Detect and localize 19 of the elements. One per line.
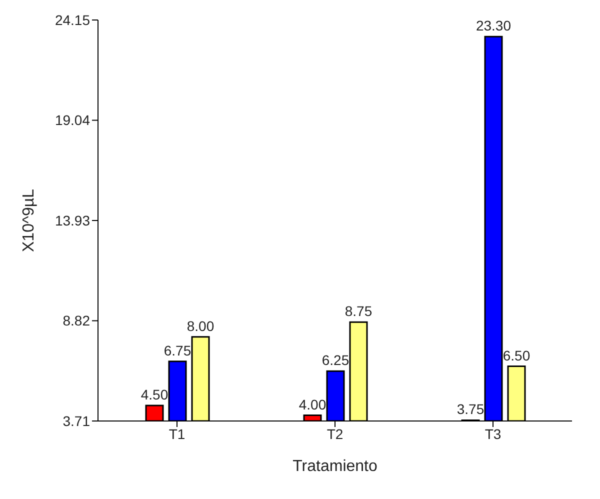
data-label: 8.75 (344, 303, 372, 320)
data-label: 8.00 (186, 318, 214, 334)
y-axis-title: X10^9µL (20, 188, 38, 252)
data-label: 4.00 (298, 396, 326, 412)
y-tick-label: 8.82 (62, 312, 90, 329)
y-tick-label: 24.15 (54, 12, 90, 28)
data-label: 6.50 (502, 347, 530, 364)
data-label: 3.75 (456, 401, 484, 418)
y-tick-label: 3.71 (62, 412, 90, 429)
data-label: 6.25 (322, 352, 350, 368)
data-label: 23.30 (476, 18, 512, 34)
x-tick-label: T1 (168, 426, 186, 442)
x-tick-label: T2 (326, 426, 344, 442)
x-tick-label: T3 (484, 426, 502, 442)
x-axis-title: Tratamiento (292, 458, 378, 475)
y-tick-label: 13.93 (54, 212, 90, 228)
data-label: 6.75 (164, 342, 192, 358)
data-label: 4.50 (140, 386, 168, 402)
y-tick-label: 19.04 (54, 112, 90, 128)
